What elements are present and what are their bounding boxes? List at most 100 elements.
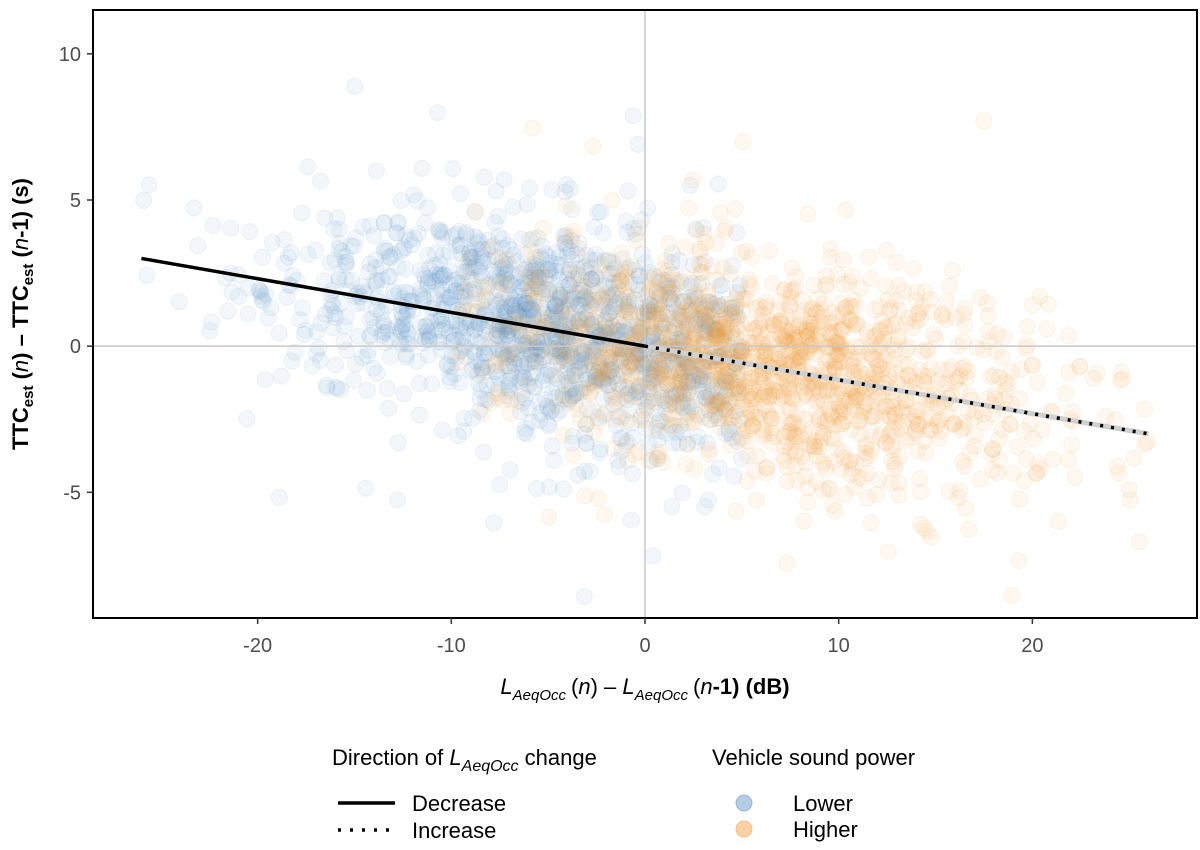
data-point	[519, 355, 537, 372]
data-point	[671, 395, 689, 412]
data-point	[466, 203, 484, 221]
data-point	[492, 346, 510, 364]
data-point	[436, 319, 454, 337]
data-point	[713, 378, 731, 396]
data-point	[389, 491, 407, 509]
data-point	[252, 283, 270, 301]
data-point	[450, 274, 468, 292]
data-point	[727, 299, 745, 316]
data-point	[496, 260, 514, 278]
data-point	[739, 447, 757, 465]
data-point	[373, 257, 390, 275]
data-point	[365, 227, 383, 244]
data-point	[727, 502, 745, 520]
x-tick-label: 20	[1021, 635, 1043, 657]
data-point	[682, 384, 700, 402]
data-point	[382, 249, 399, 267]
data-point	[521, 231, 539, 249]
data-point	[455, 422, 473, 440]
data-point	[678, 373, 696, 391]
data-point	[548, 283, 566, 301]
data-point	[496, 265, 514, 283]
data-point	[532, 248, 549, 266]
data-point	[715, 326, 733, 344]
data-point	[599, 363, 616, 381]
data-point	[522, 353, 540, 371]
data-point	[633, 245, 651, 263]
data-point	[706, 406, 724, 424]
data-point	[368, 301, 386, 318]
data-point	[726, 200, 744, 218]
data-point	[493, 290, 511, 308]
data-point	[1018, 336, 1036, 354]
data-point	[600, 253, 617, 271]
data-point	[660, 289, 678, 307]
data-point	[365, 319, 383, 337]
data-point	[573, 296, 591, 314]
data-point	[440, 243, 458, 261]
data-point	[516, 419, 534, 437]
data-point	[496, 256, 514, 274]
data-point	[293, 299, 311, 317]
data-point	[732, 338, 750, 356]
data-point	[654, 454, 672, 472]
data-point	[553, 303, 571, 321]
data-point	[431, 222, 449, 240]
data-point	[440, 324, 458, 342]
data-point	[451, 237, 469, 255]
data-point	[472, 354, 490, 371]
data-point	[331, 295, 349, 313]
data-point	[479, 344, 497, 362]
data-point	[452, 283, 470, 301]
data-point	[421, 259, 439, 277]
data-point	[307, 241, 325, 259]
data-point	[651, 411, 669, 429]
data-point	[573, 276, 591, 294]
data-point	[639, 354, 656, 372]
data-point	[531, 411, 549, 429]
data-point	[527, 339, 545, 356]
data-point	[584, 277, 602, 295]
data-point	[310, 339, 328, 357]
data-point	[498, 387, 516, 405]
data-point	[318, 376, 336, 394]
data-point	[505, 340, 522, 358]
data-point	[435, 286, 453, 304]
data-point	[599, 251, 617, 269]
data-point	[492, 274, 510, 292]
data-point	[522, 342, 540, 360]
data-point	[524, 301, 542, 319]
data-point	[696, 299, 714, 317]
data-point	[526, 293, 544, 311]
data-point	[500, 372, 518, 390]
data-point	[477, 289, 495, 307]
data-point	[514, 327, 531, 345]
data-point	[373, 304, 390, 322]
data-point	[452, 244, 470, 262]
data-point	[444, 160, 462, 178]
data-point	[944, 262, 961, 279]
data-point	[581, 384, 599, 402]
data-point	[684, 171, 702, 189]
data-point	[633, 211, 651, 229]
data-point	[596, 277, 614, 295]
data-point	[711, 277, 729, 295]
data-point	[349, 327, 367, 345]
data-point	[1002, 363, 1020, 380]
data-point	[540, 478, 558, 496]
data-point	[741, 334, 759, 352]
data-point	[526, 378, 544, 396]
data-point	[503, 297, 520, 315]
data-point	[375, 214, 393, 232]
data-point	[574, 278, 592, 295]
data-point	[464, 409, 481, 427]
data-point	[507, 305, 524, 323]
data-point	[673, 308, 691, 326]
data-point	[622, 414, 640, 432]
data-point	[699, 491, 717, 509]
data-point	[479, 276, 497, 294]
data-point	[600, 304, 618, 322]
data-point	[472, 247, 490, 264]
data-point	[689, 289, 707, 307]
data-point	[560, 276, 578, 294]
